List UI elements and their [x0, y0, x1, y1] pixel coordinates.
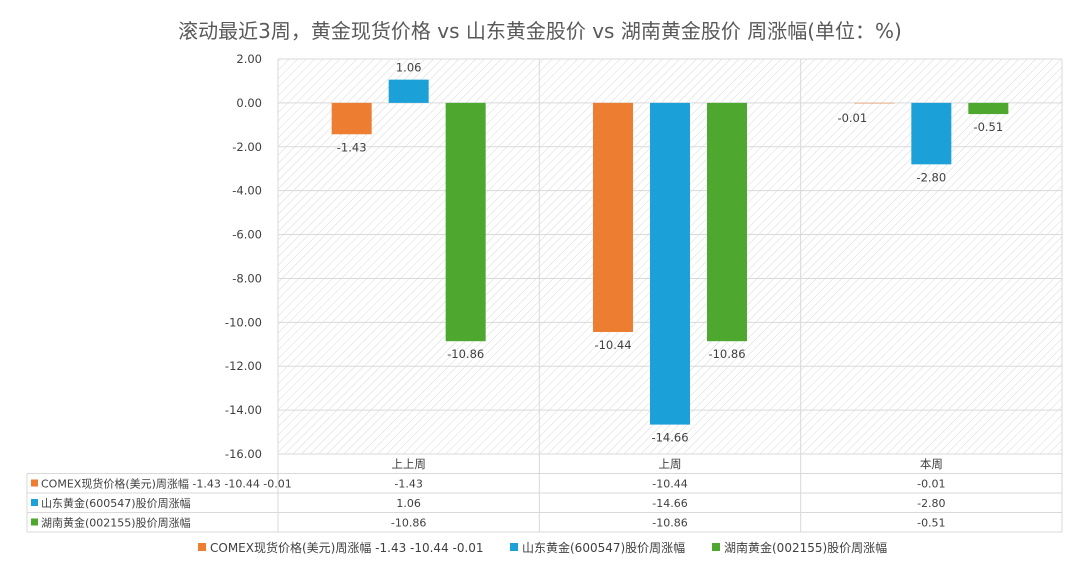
y-tick-label: -12.00: [225, 359, 262, 373]
category-label: 上上周: [391, 457, 426, 471]
legend-swatch: [198, 543, 206, 551]
table-cell: -10.44: [652, 478, 687, 491]
data-label: -0.51: [973, 120, 1003, 134]
bars: [331, 79, 1009, 425]
data-label: -2.80: [916, 170, 946, 184]
table-cell: -1.43: [394, 478, 422, 491]
table-cell: -2.80: [917, 497, 945, 510]
y-tick-label: -16.00: [225, 447, 262, 461]
table-series-name: COMEX现货价格(美元)周涨幅 -1.43 -10.44 -0.01: [41, 477, 292, 491]
legend-entry: COMEX现货价格(美元)周涨幅 -1.43 -10.44 -0.01: [210, 540, 484, 555]
table-cell: -10.86: [391, 517, 426, 530]
table-legend-key: [31, 518, 38, 526]
y-tick-label: -8.00: [232, 271, 262, 285]
y-tick-label: -2.00: [232, 140, 262, 154]
category-label: 本周: [920, 457, 943, 471]
data-table: 上上周 上周 本周 COMEX现货价格(美元)周涨幅 -1.43 -10.44 -0.…: [26, 454, 1063, 533]
data-label: -0.01: [837, 111, 867, 125]
legend-swatch: [712, 543, 720, 551]
y-tick-label: -14.00: [225, 403, 262, 417]
data-label: 1.06: [396, 61, 422, 75]
legend: COMEX现货价格(美元)周涨幅 -1.43 -10.44 -0.01 山东黄金(…: [198, 540, 887, 555]
table-cell: -0.01: [917, 478, 945, 491]
table-cell: -10.86: [652, 517, 687, 530]
data-label: -14.66: [651, 431, 688, 445]
chart-title: 滚动最近3周，黄金现货价格 vs 山东黄金股价 vs 湖南黄金股价 周涨幅(单位…: [178, 19, 902, 43]
bar: [388, 79, 429, 103]
bar: [593, 102, 633, 332]
bar: [911, 102, 952, 165]
table-series-name: 山东黄金(600547)股价周涨幅: [41, 496, 191, 510]
data-label: -1.43: [337, 140, 367, 154]
y-tick-label: -6.00: [232, 228, 262, 242]
table-cell: -0.51: [917, 517, 945, 530]
bar: [445, 102, 486, 342]
y-axis: -16.00 -14.00 -12.00 -10.00 -8.00 -6.00 -4.00 -…: [225, 52, 262, 461]
y-tick-label: 2.00: [236, 52, 262, 66]
data-labels: -1.43 1.06 -10.86 -10.44 -14.66 -10.86 -0.01 -2…: [337, 61, 1003, 445]
table-cell: -14.66: [652, 497, 687, 510]
legend-entry: 湖南黄金(002155)股价周涨幅: [724, 540, 887, 555]
legend-swatch: [510, 543, 518, 551]
bar: [331, 102, 372, 135]
legend-entry: 山东黄金(600547)股价周涨幅: [522, 540, 685, 555]
data-label: -10.86: [708, 347, 745, 361]
bar: [650, 102, 690, 425]
bar: [968, 102, 1009, 115]
data-label: -10.44: [594, 338, 631, 352]
bar: [854, 102, 895, 104]
category-label: 上周: [659, 457, 682, 471]
y-tick-label: -4.00: [232, 184, 262, 198]
table-legend-key: [31, 479, 38, 487]
bar: [707, 102, 747, 342]
data-label: -10.86: [447, 347, 484, 361]
table-legend-key: [31, 499, 38, 506]
y-tick-label: -10.00: [225, 315, 262, 329]
y-tick-label: 0.00: [236, 96, 262, 110]
table-cell: 1.06: [396, 497, 421, 510]
table-series-name: 湖南黄金(002155)股价周涨幅: [41, 516, 191, 530]
